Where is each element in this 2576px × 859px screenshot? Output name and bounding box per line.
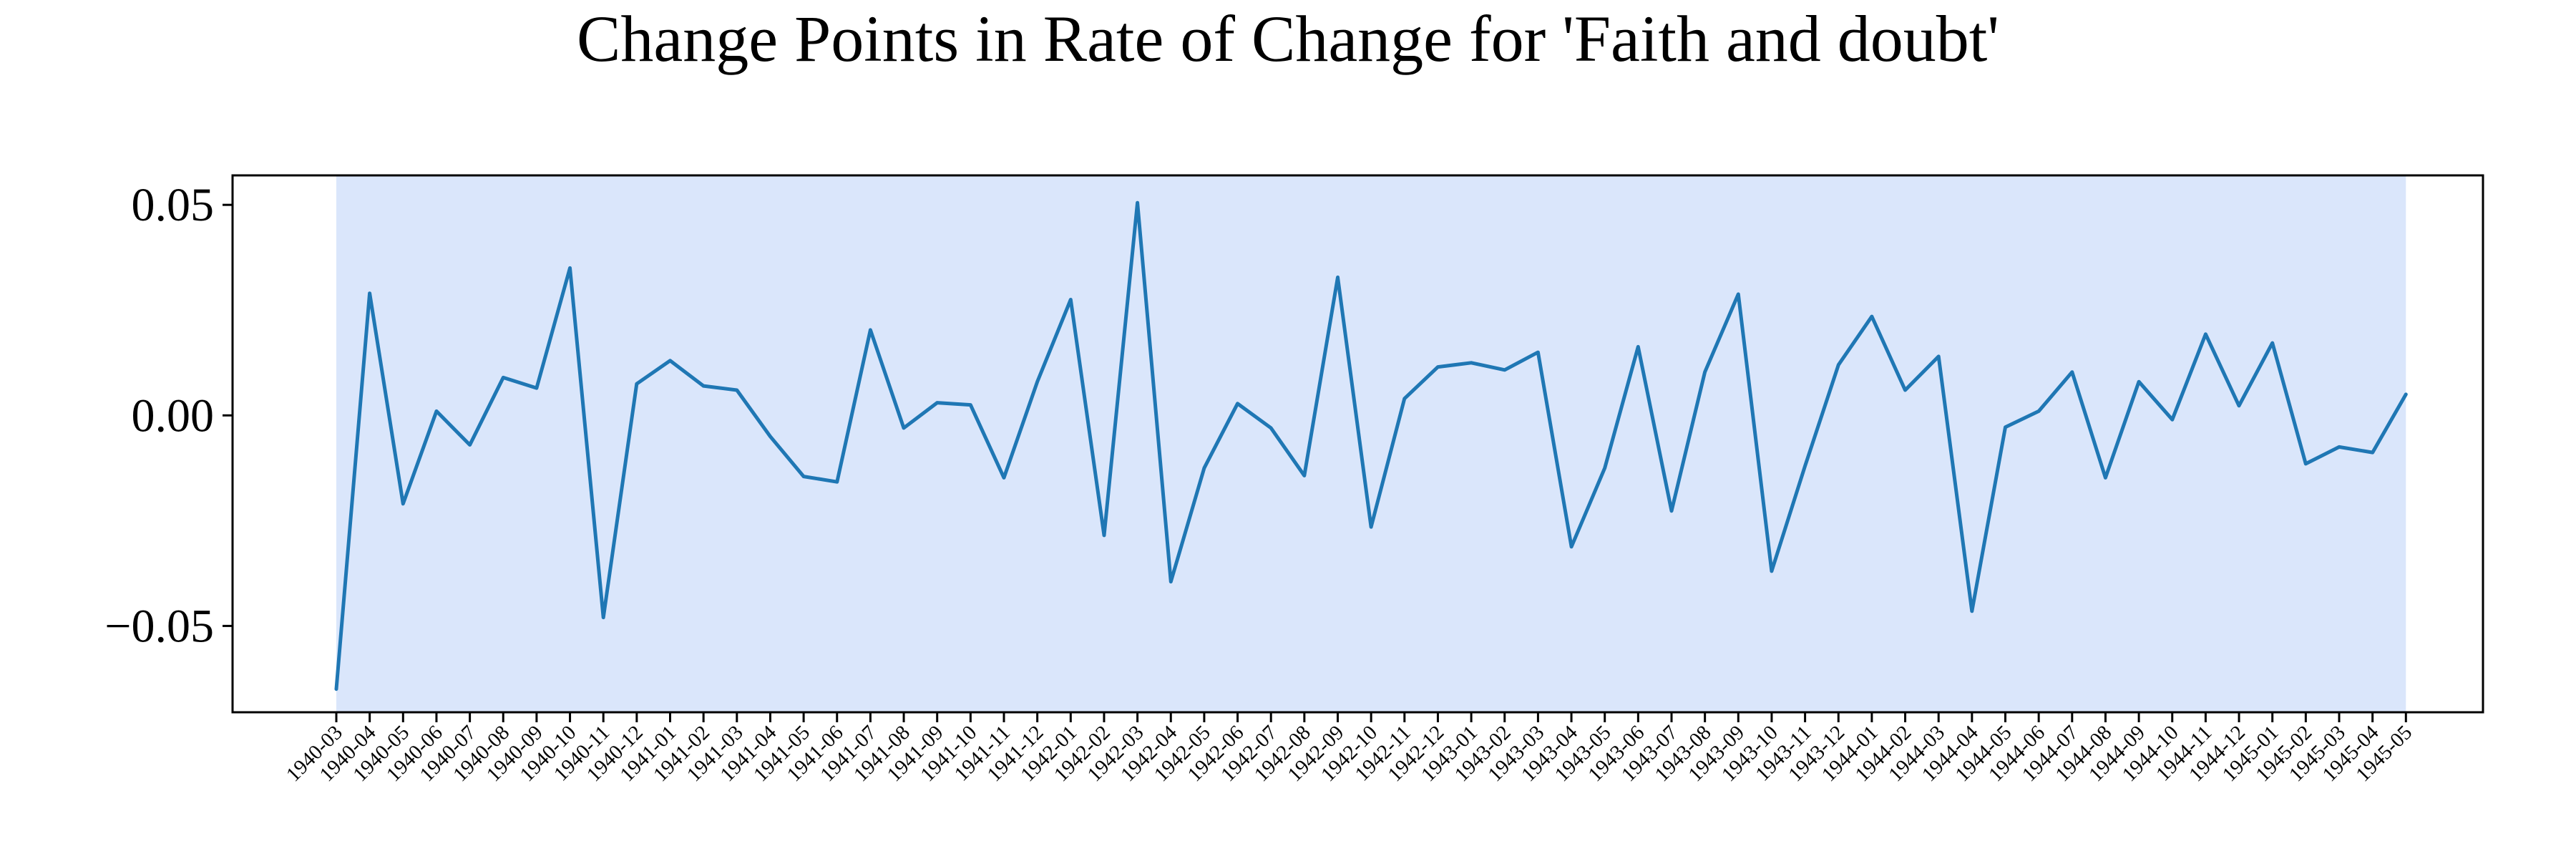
- y-tick-label: −0.05: [104, 600, 214, 652]
- x-axis: 1940-031940-041940-051940-061940-071940-…: [282, 712, 2416, 786]
- y-tick-label: 0.05: [132, 179, 215, 231]
- y-axis: 0.05 0.00 −0.05: [104, 179, 233, 652]
- chart-title: Change Points in Rate of Change for 'Fai…: [577, 2, 1999, 75]
- shaded-region: [336, 175, 2406, 712]
- y-tick-label: 0.00: [132, 389, 215, 442]
- series-line: [334, 200, 2408, 691]
- plot-frame: [231, 174, 2484, 714]
